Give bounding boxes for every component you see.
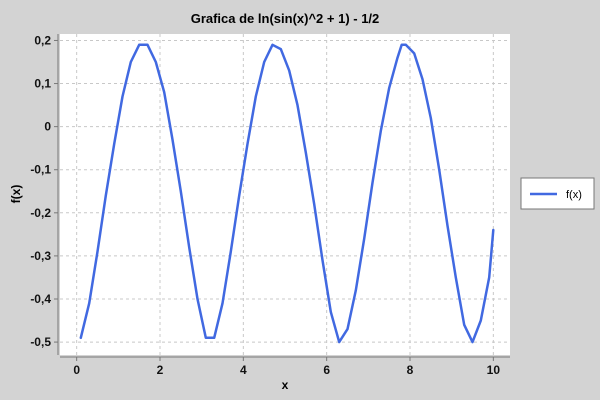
y-tick-label: -0,2 <box>30 206 51 220</box>
y-tick-label: -0,5 <box>30 335 51 349</box>
x-tick-label: 6 <box>323 363 330 377</box>
x-axis-label: x <box>282 378 289 392</box>
x-ticks: 0 2 4 6 8 10 <box>73 357 500 377</box>
x-tick-label: 2 <box>157 363 164 377</box>
plot-area <box>60 34 510 355</box>
y-tick-label: -0,1 <box>30 163 51 177</box>
y-tick-label: 0,2 <box>34 33 51 47</box>
y-ticks: 0,2 0,1 0 -0,1 -0,2 -0,3 -0,4 -0,5 <box>30 33 58 349</box>
x-tick-label: 8 <box>407 363 414 377</box>
x-tick-label: 0 <box>73 363 80 377</box>
y-tick-label: -0,4 <box>30 292 51 306</box>
x-tick-label: 4 <box>240 363 247 377</box>
y-tick-label: 0 <box>44 120 51 134</box>
legend: f(x) <box>520 177 595 210</box>
chart-title: Grafica de ln(sin(x)^2 + 1) - 1/2 <box>191 11 380 26</box>
grid-y <box>60 39 510 343</box>
legend-label: f(x) <box>566 189 582 201</box>
series-line-fx <box>79 43 495 344</box>
y-tick-label: -0,3 <box>30 249 51 263</box>
y-tick-label: 0,1 <box>34 77 51 91</box>
y-axis-label: f(x) <box>9 185 23 204</box>
x-tick-label: 10 <box>487 363 501 377</box>
